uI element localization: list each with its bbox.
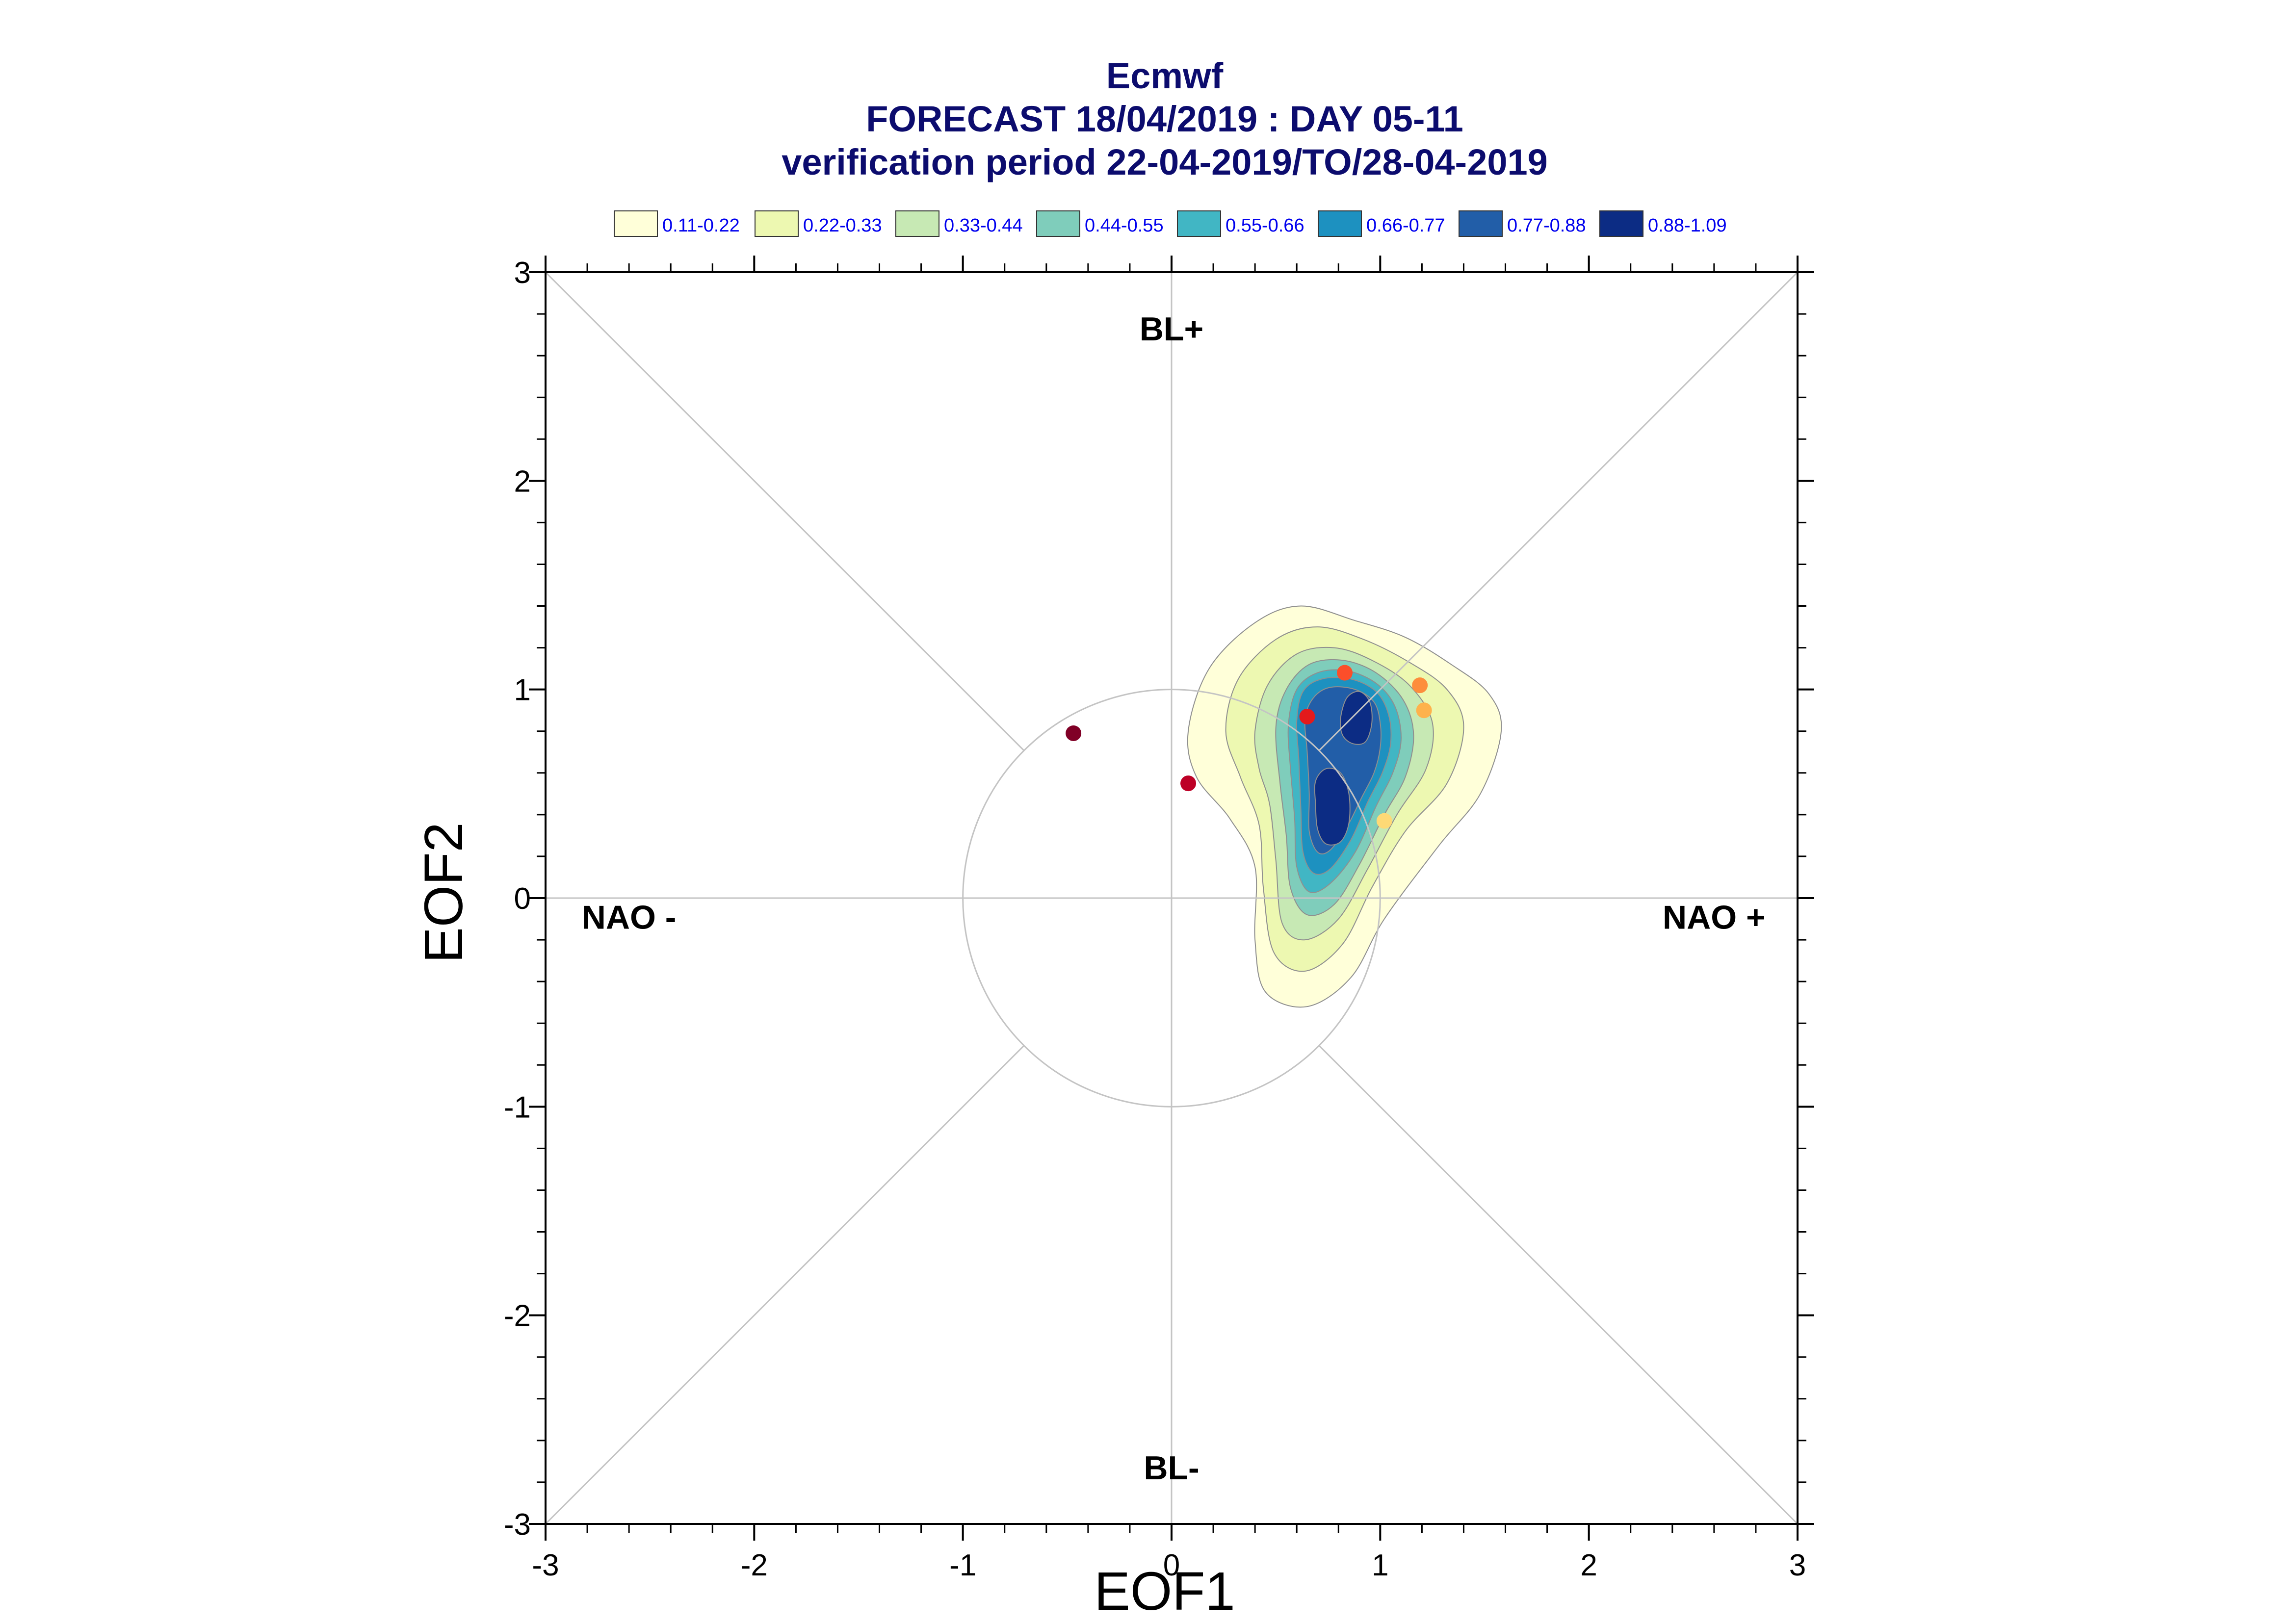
- legend: 0.11-0.22 0.22-0.33 0.33-0.44 0.44-0.55 0.55…: [614, 210, 1727, 237]
- y-tick-label: 1: [514, 673, 531, 707]
- x-tick-label: 0: [1163, 1548, 1180, 1582]
- legend-swatch: [1459, 210, 1503, 237]
- regime-label: BL-: [1144, 1449, 1199, 1487]
- x-tick-label: 2: [1580, 1548, 1597, 1582]
- legend-swatch: [1177, 210, 1221, 237]
- legend-label: 0.33-0.44: [944, 215, 1023, 236]
- guide-lines: [545, 271, 1799, 1525]
- y-tick-label: 0: [514, 882, 531, 916]
- chart-subtitle-verification: verification period 22-04-2019/TO/28-04-…: [782, 142, 1548, 182]
- regime-label: NAO +: [1663, 899, 1766, 936]
- diagonal-guide: [545, 271, 1025, 751]
- x-tick-label: -3: [532, 1548, 559, 1582]
- regime-labels: BL+ BL- NAO - NAO +: [582, 310, 1766, 1487]
- x-axis-title: EOF1: [1094, 1561, 1235, 1622]
- diagonal-guide: [1318, 271, 1799, 751]
- legend-label: 0.44-0.55: [1085, 215, 1164, 236]
- legend-label: 0.66-0.77: [1366, 215, 1445, 236]
- legend-label: 0.77-0.88: [1507, 215, 1586, 236]
- legend-swatch: [1318, 210, 1362, 237]
- x-tick-label: -2: [741, 1548, 768, 1582]
- unit-circle: [962, 689, 1381, 1108]
- data-point: [1299, 708, 1315, 724]
- legend-label: 0.55-0.66: [1226, 215, 1304, 236]
- y-tick-label: -3: [504, 1508, 531, 1542]
- chart-title: Ecmwf: [1106, 55, 1224, 96]
- legend-swatch: [1036, 210, 1080, 237]
- chart-subtitle: FORECAST 18/04/2019 : DAY 05-11: [866, 99, 1463, 139]
- data-point: [1412, 677, 1428, 694]
- y-axis-title: EOF2: [414, 822, 474, 963]
- x-tick-label: 3: [1789, 1548, 1806, 1582]
- axis-ticks: -3 -2 -1 0 1 2 3 -3 -2 -1 0 1 2 3: [504, 256, 1814, 1582]
- diagonal-guide: [545, 1045, 1025, 1525]
- x-tick-label: -1: [949, 1548, 976, 1582]
- legend-label: 0.22-0.33: [803, 215, 882, 236]
- legend-swatch: [895, 210, 939, 237]
- data-point: [1416, 702, 1432, 719]
- data-point: [1337, 665, 1353, 681]
- legend-swatch: [1599, 210, 1643, 237]
- data-point: [1376, 813, 1392, 829]
- density-contour: [1314, 768, 1351, 846]
- legend-swatch: [614, 210, 658, 237]
- y-tick-label: -2: [504, 1299, 531, 1333]
- regime-label: NAO -: [582, 899, 677, 936]
- diagonal-guide: [1318, 1045, 1799, 1525]
- regime-label: BL+: [1140, 310, 1203, 348]
- legend-swatch: [755, 210, 799, 237]
- data-point: [1180, 775, 1197, 792]
- y-tick-label: 3: [514, 256, 531, 290]
- data-points: [1066, 665, 1432, 829]
- x-tick-label: 1: [1372, 1548, 1388, 1582]
- legend-label: 0.11-0.22: [662, 215, 740, 236]
- y-tick-label: 2: [514, 464, 531, 498]
- data-point: [1066, 725, 1082, 741]
- legend-label: 0.88-1.09: [1648, 215, 1727, 236]
- plot-area: BL+ BL- NAO - NAO + -3 -2 -1 0 1 2 3 -3 -2 -1 0 1 2 3: [504, 256, 1814, 1582]
- y-tick-label: -1: [504, 1090, 531, 1124]
